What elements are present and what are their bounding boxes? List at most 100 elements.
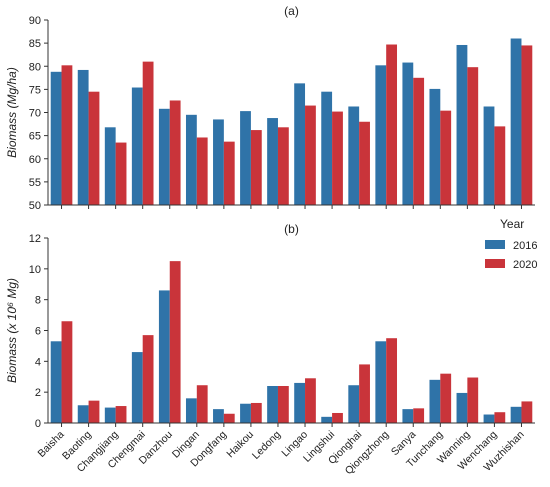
bar-panel-b-2020-dongfang — [223, 413, 235, 423]
bar-panel-b-2020-baisha — [61, 321, 73, 423]
panel-a-group: 50 55 60 65 70 75 80 85 90 Biomass (Mg/ha) (a) — [5, 4, 535, 212]
bar-panel-a-2020-baoting — [88, 91, 100, 205]
bar-panel-a-2016-sanya — [402, 62, 414, 205]
bar-panel-a-2020-lingao — [305, 105, 316, 205]
bar-panel-a-2016-dingan — [185, 114, 197, 205]
legend-swatch-2016 — [485, 240, 505, 249]
bar-panel-a-2020-sanya — [413, 77, 425, 205]
bar-panel-b-2020-ledong — [277, 386, 289, 423]
bar-panel-b-2016-wanning — [456, 392, 468, 423]
bar-panel-a-2016-wuzhishan — [510, 38, 522, 205]
y-tick-label-panel-a-80: 80 — [29, 61, 41, 73]
bar-panel-b-2016-lingao — [294, 382, 306, 423]
bar-panel-a-2016-wanning — [456, 44, 468, 206]
bar-panel-b-2016-danzhou — [158, 290, 170, 423]
bar-panel-b-2016-dongfang — [213, 409, 224, 424]
bar-panel-b-2016-tunchang — [429, 379, 441, 423]
bar-panel-a-2020-haikou — [250, 130, 262, 205]
bar-panel-b-2016-chengmai — [131, 352, 143, 423]
legend-label-2020: 2020 — [513, 259, 537, 271]
bar-panel-b-2020-wuzhishan — [521, 401, 533, 423]
bar-panel-b-2020-baoting — [88, 400, 100, 423]
bar-panel-a-2020-changjiang — [115, 142, 127, 205]
y-tick-label-panel-b-8: 8 — [35, 295, 41, 307]
bar-panel-b-2016-baoting — [77, 405, 89, 423]
y-tick-label-panel-b-4: 4 — [35, 356, 41, 368]
y-tick-label-panel-a-70: 70 — [29, 108, 41, 120]
y-tick-label-panel-a-50: 50 — [29, 200, 41, 212]
bar-panel-a-2016-danzhou — [158, 108, 170, 205]
bar-panel-a-2020-danzhou — [169, 100, 181, 205]
y-tick-label-panel-b-12: 12 — [29, 233, 41, 245]
bar-panel-a-2016-haikou — [240, 111, 251, 205]
bar-panel-a-2020-ledong — [277, 127, 289, 205]
x-tick-label-ledong: Ledong — [250, 429, 283, 462]
bar-panel-b-2020-wanning — [467, 377, 479, 423]
y-tick-label-panel-a-75: 75 — [29, 84, 41, 96]
bar-panel-b-2020-tunchang — [440, 373, 452, 423]
bar-panel-b-2020-dingan — [196, 385, 208, 423]
bar-panel-a-2020-lingshui — [332, 111, 343, 205]
bar-panel-b-2016-wuzhishan — [510, 406, 522, 423]
y-tick-label-panel-b-0: 0 — [35, 418, 41, 430]
bar-panel-b-2020-haikou — [250, 402, 262, 423]
bar-panel-b-2016-qiongzhong — [375, 341, 387, 423]
bar-panel-a-2020-wuzhishan — [521, 45, 533, 205]
bar-panel-a-2020-dongfang — [223, 141, 235, 205]
bar-panel-a-2016-lingao — [294, 83, 306, 205]
bar-panel-a-2016-changjiang — [104, 127, 116, 205]
bar-panel-b-2016-wenchang — [483, 414, 495, 423]
bar-panel-a-2016-tunchang — [429, 88, 441, 205]
bar-panel-b-2016-qionghai — [348, 385, 360, 423]
y-tick-label-panel-b-2: 2 — [35, 387, 41, 399]
bar-panel-b-2020-changjiang — [115, 406, 127, 423]
y-tick-label-panel-a-85: 85 — [29, 38, 41, 50]
bar-panel-a-2016-lingshui — [321, 91, 333, 205]
bar-panel-a-2016-baoting — [77, 69, 89, 205]
bar-panel-b-2016-ledong — [267, 386, 278, 423]
bar-panel-b-2016-lingshui — [321, 416, 333, 423]
bar-panel-b-2016-changjiang — [104, 407, 116, 423]
bar-panel-b-2020-wenchang — [494, 412, 506, 423]
legend-label-2016: 2016 — [513, 240, 537, 252]
legend: Year 2016 2020 — [485, 217, 537, 271]
y-tick-label-panel-b-6: 6 — [35, 326, 41, 338]
y-tick-label-panel-a-90: 90 — [29, 15, 41, 27]
bar-panel-b-2016-dingan — [185, 398, 197, 423]
bar-panel-a-2016-baisha — [50, 71, 62, 205]
y-axis-title-panel-b: Biomass (x 10⁶ Mg) — [5, 278, 19, 383]
legend-title: Year — [500, 217, 524, 231]
bar-panel-b-2020-qionghai — [359, 364, 370, 423]
bar-panel-a-2020-qionghai — [359, 121, 370, 205]
bar-panel-a-2016-dongfang — [213, 119, 224, 205]
panel-label-panel-a: (a) — [284, 4, 299, 18]
bar-panel-b-2016-haikou — [240, 403, 251, 423]
bar-panel-b-2020-chengmai — [142, 335, 154, 424]
bar-panel-a-2020-tunchang — [440, 110, 452, 205]
bar-panel-b-2020-lingao — [305, 378, 316, 423]
bar-panel-a-2020-baisha — [61, 65, 73, 205]
bar-panel-a-2020-qiongzhong — [386, 44, 398, 206]
y-tick-label-panel-b-10: 10 — [29, 264, 41, 276]
y-tick-label-panel-a-55: 55 — [29, 177, 41, 189]
legend-swatch-2020 — [485, 259, 505, 268]
bar-panel-b-2020-lingshui — [332, 412, 343, 423]
bar-panel-a-2020-wenchang — [494, 126, 506, 206]
bar-panel-b-2020-danzhou — [169, 261, 181, 424]
bar-panel-a-2020-dingan — [196, 137, 208, 205]
panel-label-panel-b: (b) — [284, 222, 299, 236]
bar-panel-a-2016-qiongzhong — [375, 65, 387, 205]
bar-panel-a-2016-chengmai — [131, 87, 143, 205]
bar-panel-b-2020-qiongzhong — [386, 338, 398, 423]
bar-panel-a-2016-qionghai — [348, 106, 360, 205]
bar-panel-a-2020-chengmai — [142, 61, 154, 206]
bar-panel-b-2016-sanya — [402, 409, 414, 424]
y-tick-label-panel-a-60: 60 — [29, 154, 41, 166]
bar-panel-a-2016-wenchang — [483, 106, 495, 205]
bar-panel-b-2020-sanya — [413, 408, 425, 423]
y-tick-label-panel-a-65: 65 — [29, 131, 41, 143]
bar-panel-a-2016-ledong — [267, 118, 278, 205]
bar-panel-b-2016-baisha — [50, 341, 62, 423]
